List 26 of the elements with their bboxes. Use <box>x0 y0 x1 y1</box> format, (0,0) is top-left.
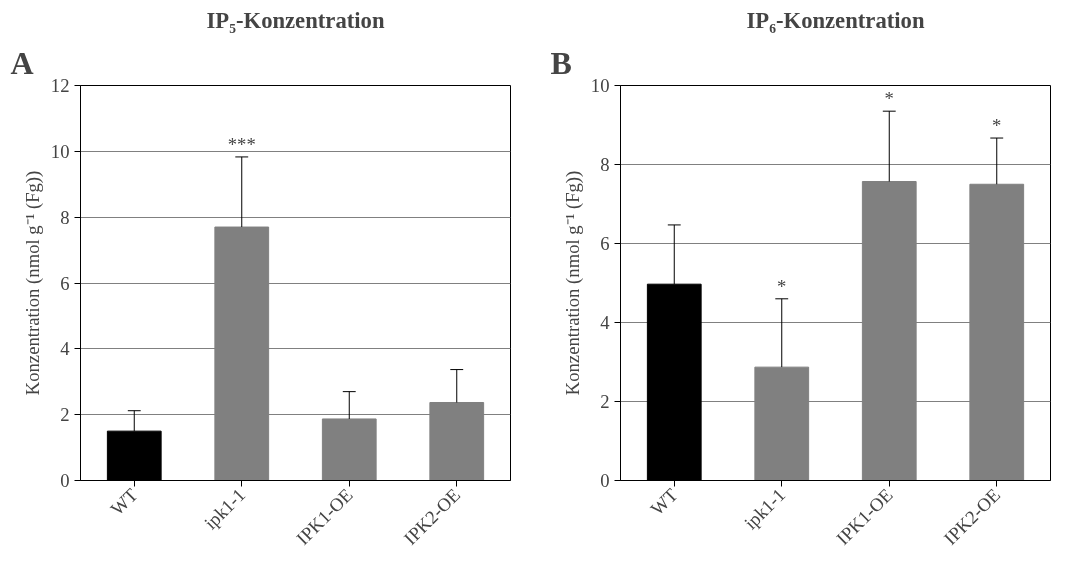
y-tick-label: 10 <box>590 75 610 96</box>
text: A <box>10 44 34 81</box>
y-tick-label: 6 <box>600 233 610 254</box>
annotation: * <box>884 88 894 110</box>
y-tick-label: 4 <box>60 338 71 360</box>
y-tick-label: 2 <box>600 391 610 412</box>
chart-title: IP₅-Konzentration <box>206 7 385 33</box>
y-tick-label: 4 <box>600 312 611 333</box>
y-tick-label: 10 <box>50 140 70 162</box>
y-tick-label: 6 <box>60 272 70 294</box>
x-tick-label: WT <box>106 483 143 520</box>
bar <box>321 418 377 481</box>
annotation: *** <box>227 133 256 155</box>
annotation: * <box>777 275 787 297</box>
chart-title: IP₆-Konzentration <box>746 7 925 33</box>
y-tick-label: 0 <box>60 470 70 491</box>
y-tick-label: 12 <box>50 75 70 96</box>
x-tick-label: WT <box>646 483 683 520</box>
annotation: * <box>992 115 1002 137</box>
y-tick-label: 8 <box>600 154 610 175</box>
y-axis-title: Konzentration (nmol g⁻¹ (Fg)) <box>561 170 584 396</box>
y-axis-title: Konzentration (nmol g⁻¹ (Fg)) <box>21 170 44 396</box>
text: B <box>550 44 572 81</box>
y-tick-label: 0 <box>600 470 610 491</box>
y-tick-label: 8 <box>60 206 70 228</box>
y-tick-label: 2 <box>60 404 70 426</box>
